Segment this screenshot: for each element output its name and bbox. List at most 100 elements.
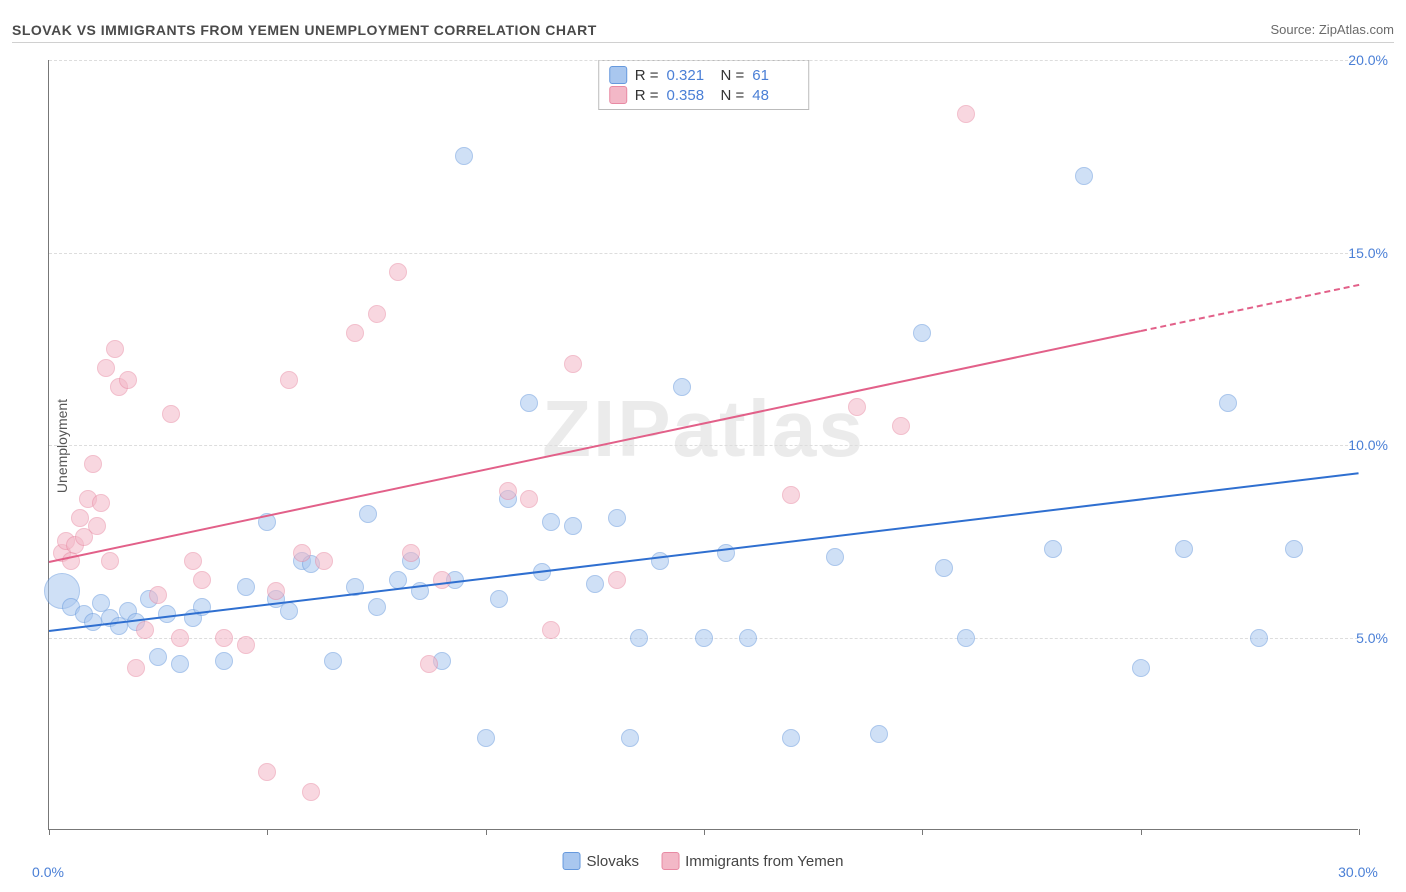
scatter-point: [630, 629, 648, 647]
n-label: N =: [721, 67, 745, 84]
watermark: ZIPatlas: [542, 383, 865, 475]
scatter-point: [477, 729, 495, 747]
ytick-label: 10.0%: [1348, 437, 1388, 453]
legend-item-series2: Immigrants from Yemen: [661, 852, 843, 870]
ytick-label: 20.0%: [1348, 52, 1388, 68]
n-value-series1: 61: [752, 67, 798, 84]
scatter-point: [739, 629, 757, 647]
xtick-label: 30.0%: [1338, 864, 1378, 880]
scatter-point: [957, 105, 975, 123]
scatter-point: [564, 517, 582, 535]
xtick: [267, 829, 268, 835]
scatter-point: [826, 548, 844, 566]
trend-line: [1140, 283, 1359, 331]
scatter-point: [433, 571, 451, 589]
scatter-point: [215, 652, 233, 670]
scatter-point: [149, 648, 167, 666]
xtick: [486, 829, 487, 835]
correlation-stats-box: R = 0.321 N = 61 R = 0.358 N = 48: [598, 60, 810, 110]
scatter-point: [782, 729, 800, 747]
scatter-point: [651, 552, 669, 570]
scatter-point: [520, 394, 538, 412]
r-value-series1: 0.321: [667, 67, 713, 84]
scatter-point: [84, 455, 102, 473]
scatter-point: [215, 629, 233, 647]
scatter-point: [237, 578, 255, 596]
swatch-series2: [609, 86, 627, 104]
scatter-point: [315, 552, 333, 570]
scatter-point: [302, 783, 320, 801]
scatter-point: [499, 482, 517, 500]
legend-label-series1: Slovaks: [587, 853, 640, 870]
scatter-point: [1075, 167, 1093, 185]
scatter-point: [359, 505, 377, 523]
scatter-point: [1219, 394, 1237, 412]
scatter-point: [608, 509, 626, 527]
scatter-point: [621, 729, 639, 747]
scatter-point: [237, 636, 255, 654]
scatter-point: [1250, 629, 1268, 647]
ytick-label: 15.0%: [1348, 245, 1388, 261]
scatter-point: [149, 586, 167, 604]
scatter-point: [695, 629, 713, 647]
scatter-point: [97, 359, 115, 377]
gridline-h: [49, 253, 1358, 254]
scatter-point: [892, 417, 910, 435]
xtick: [1141, 829, 1142, 835]
scatter-point: [368, 598, 386, 616]
xtick: [1359, 829, 1360, 835]
scatter-point: [193, 571, 211, 589]
scatter-point: [324, 652, 342, 670]
xtick: [49, 829, 50, 835]
chart-title: SLOVAK VS IMMIGRANTS FROM YEMEN UNEMPLOY…: [12, 22, 597, 38]
scatter-point: [564, 355, 582, 373]
scatter-point: [267, 582, 285, 600]
scatter-point: [127, 659, 145, 677]
gridline-h: [49, 60, 1358, 61]
scatter-point: [280, 371, 298, 389]
scatter-point: [1132, 659, 1150, 677]
stats-row-series1: R = 0.321 N = 61: [609, 65, 799, 85]
scatter-point: [110, 617, 128, 635]
scatter-point: [258, 763, 276, 781]
r-value-series2: 0.358: [667, 87, 713, 104]
title-underline: [12, 42, 1394, 43]
scatter-point: [542, 513, 560, 531]
scatter-point: [106, 340, 124, 358]
scatter-point: [1044, 540, 1062, 558]
scatter-point: [848, 398, 866, 416]
scatter-point: [389, 263, 407, 281]
scatter-point: [88, 517, 106, 535]
r-label: R =: [635, 67, 659, 84]
scatter-point: [280, 602, 298, 620]
ytick-label: 5.0%: [1356, 630, 1388, 646]
n-label: N =: [721, 87, 745, 104]
trend-line: [49, 330, 1141, 563]
xtick: [922, 829, 923, 835]
scatter-point: [1285, 540, 1303, 558]
bottom-legend: Slovaks Immigrants from Yemen: [563, 852, 844, 870]
scatter-point: [346, 324, 364, 342]
scatter-point: [1175, 540, 1193, 558]
scatter-point: [520, 490, 538, 508]
legend-label-series2: Immigrants from Yemen: [685, 853, 843, 870]
n-value-series2: 48: [752, 87, 798, 104]
legend-item-series1: Slovaks: [563, 852, 640, 870]
scatter-point: [293, 544, 311, 562]
scatter-point: [542, 621, 560, 639]
scatter-point: [171, 655, 189, 673]
scatter-point: [870, 725, 888, 743]
trend-line: [49, 472, 1359, 632]
scatter-point: [717, 544, 735, 562]
scatter-point: [171, 629, 189, 647]
xtick: [704, 829, 705, 835]
scatter-point: [84, 613, 102, 631]
scatter-point: [119, 371, 137, 389]
plot-area: ZIPatlas R = 0.321 N = 61 R = 0.358 N = …: [48, 60, 1358, 830]
legend-swatch-series1: [563, 852, 581, 870]
stats-row-series2: R = 0.358 N = 48: [609, 85, 799, 105]
swatch-series1: [609, 66, 627, 84]
scatter-point: [782, 486, 800, 504]
scatter-point: [673, 378, 691, 396]
source-attribution: Source: ZipAtlas.com: [1270, 22, 1394, 37]
